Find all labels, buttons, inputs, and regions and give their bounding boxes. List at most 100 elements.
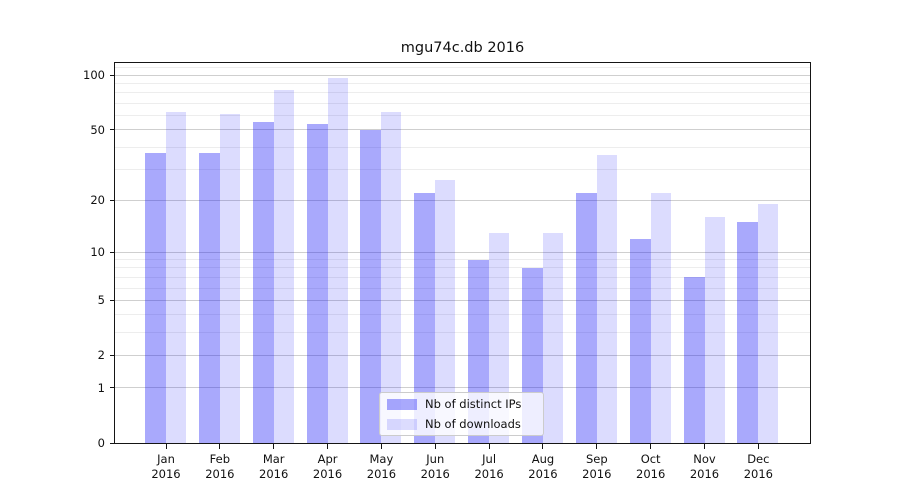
bar-downloads bbox=[704, 217, 725, 443]
x-tick-label: Nov 2016 bbox=[675, 452, 735, 482]
y-tick-mark bbox=[110, 129, 115, 131]
x-tick-label: Mar 2016 bbox=[244, 452, 304, 482]
y-tick-mark bbox=[110, 299, 115, 301]
x-tick-year: 2016 bbox=[259, 467, 289, 481]
gridline-minor bbox=[115, 267, 810, 269]
bar-downloads bbox=[273, 90, 294, 443]
bar-downloads bbox=[758, 204, 779, 443]
legend-item-distinct-ips: Nb of distinct IPs bbox=[387, 396, 543, 413]
x-tick-month: Jun bbox=[426, 452, 445, 466]
gridline-minor bbox=[115, 67, 810, 69]
x-tick-label: Feb 2016 bbox=[190, 452, 250, 482]
chart-title: mgu74c.db 2016 bbox=[400, 40, 525, 56]
bar-distinct-ips bbox=[252, 122, 274, 443]
bar-distinct-ips bbox=[360, 129, 382, 443]
y-tick-mark bbox=[110, 199, 115, 201]
bar-distinct-ips bbox=[414, 193, 436, 443]
x-tick-year: 2016 bbox=[528, 467, 558, 481]
gridline-major bbox=[115, 299, 810, 301]
x-tick-label: Jan 2016 bbox=[136, 452, 196, 482]
x-tick-month: Nov bbox=[693, 452, 716, 466]
x-tick-label: Jul 2016 bbox=[459, 452, 519, 482]
y-tick-mark bbox=[110, 74, 115, 76]
legend-swatch-distinct-ips bbox=[387, 398, 417, 410]
x-tick-year: 2016 bbox=[312, 467, 343, 481]
x-tick-month: Oct bbox=[640, 452, 661, 466]
gridline-minor bbox=[115, 115, 810, 117]
x-tick-month: Aug bbox=[531, 452, 555, 466]
gridline-major bbox=[115, 251, 810, 253]
y-tick-label: 20 bbox=[90, 193, 105, 208]
x-tick-year: 2016 bbox=[474, 467, 504, 481]
bar-distinct-ips bbox=[629, 238, 651, 443]
y-tick-label: 10 bbox=[90, 245, 105, 259]
y-tick-mark bbox=[110, 354, 115, 356]
x-tick-mark bbox=[434, 444, 436, 449]
gridline-major bbox=[115, 129, 810, 131]
x-tick-mark bbox=[757, 444, 759, 449]
bar-distinct-ips bbox=[683, 277, 705, 443]
y-tick-label: 0 bbox=[97, 436, 105, 450]
legend-swatch-downloads bbox=[387, 418, 417, 430]
gridline-minor bbox=[115, 102, 810, 104]
bar-downloads bbox=[219, 114, 240, 443]
bar-downloads bbox=[542, 232, 563, 443]
bar-distinct-ips bbox=[306, 123, 328, 443]
bar-downloads bbox=[435, 180, 456, 443]
x-tick-month: Mar bbox=[262, 452, 285, 466]
x-tick-label: Dec 2016 bbox=[728, 452, 788, 482]
x-tick-year: 2016 bbox=[366, 467, 397, 481]
x-tick-year: 2016 bbox=[636, 467, 666, 481]
x-tick-mark bbox=[650, 444, 652, 449]
legend-label: Nb of downloads bbox=[425, 417, 521, 431]
legend: Nb of distinct IPs Nb of downloads bbox=[379, 392, 544, 436]
x-tick-label: Apr 2016 bbox=[298, 452, 358, 482]
bar-downloads bbox=[327, 77, 348, 443]
x-tick-label: Sep 2016 bbox=[567, 452, 627, 482]
x-tick-label: Oct 2016 bbox=[621, 452, 681, 482]
x-tick-month: May bbox=[369, 452, 394, 466]
bar-distinct-ips bbox=[198, 153, 220, 443]
y-tick-mark bbox=[110, 442, 115, 444]
gridline-minor bbox=[115, 92, 810, 94]
gridline-major bbox=[115, 74, 810, 76]
x-tick-month: Jul bbox=[482, 452, 497, 466]
x-tick-label: May 2016 bbox=[351, 452, 411, 482]
x-tick-label: Aug 2016 bbox=[513, 452, 573, 482]
legend-label: Nb of distinct IPs bbox=[425, 397, 522, 411]
x-tick-year: 2016 bbox=[151, 467, 181, 481]
x-tick-mark bbox=[273, 444, 275, 449]
gridline-minor bbox=[115, 259, 810, 261]
bar-downloads bbox=[381, 111, 402, 443]
x-tick-label: Jun 2016 bbox=[405, 452, 465, 482]
x-tick-year: 2016 bbox=[743, 467, 773, 481]
gridline-minor bbox=[115, 146, 810, 148]
gridline-minor bbox=[115, 276, 810, 278]
gridline-major bbox=[115, 387, 810, 389]
gridline-minor bbox=[115, 287, 810, 289]
gridline-minor bbox=[115, 83, 810, 85]
x-tick-mark bbox=[219, 444, 221, 449]
bar-downloads bbox=[650, 193, 671, 443]
y-tick-label: 100 bbox=[83, 68, 105, 83]
bar-downloads bbox=[166, 111, 186, 443]
bar-downloads bbox=[596, 155, 617, 443]
bar-distinct-ips bbox=[145, 153, 166, 443]
legend-item-downloads: Nb of downloads bbox=[387, 416, 543, 433]
x-tick-mark bbox=[596, 444, 598, 449]
bar-distinct-ips bbox=[737, 222, 759, 443]
x-tick-year: 2016 bbox=[205, 467, 235, 481]
x-tick-mark bbox=[165, 444, 167, 449]
gridline-major bbox=[115, 199, 810, 201]
bar-downloads bbox=[489, 232, 510, 443]
x-tick-mark bbox=[380, 444, 382, 449]
y-tick-label: 1 bbox=[97, 380, 105, 395]
y-tick-label: 50 bbox=[90, 122, 105, 137]
plot-area: 0 1 2 5 10 20 50 100 Jan 2016 Feb 2016 Mar 2016 Apr 201… bbox=[83, 62, 811, 481]
x-tick-month: Dec bbox=[747, 452, 770, 466]
y-tick-label: 2 bbox=[97, 348, 105, 363]
bar-distinct-ips bbox=[575, 193, 597, 443]
x-tick-mark bbox=[704, 444, 705, 449]
x-tick-year: 2016 bbox=[582, 467, 612, 481]
